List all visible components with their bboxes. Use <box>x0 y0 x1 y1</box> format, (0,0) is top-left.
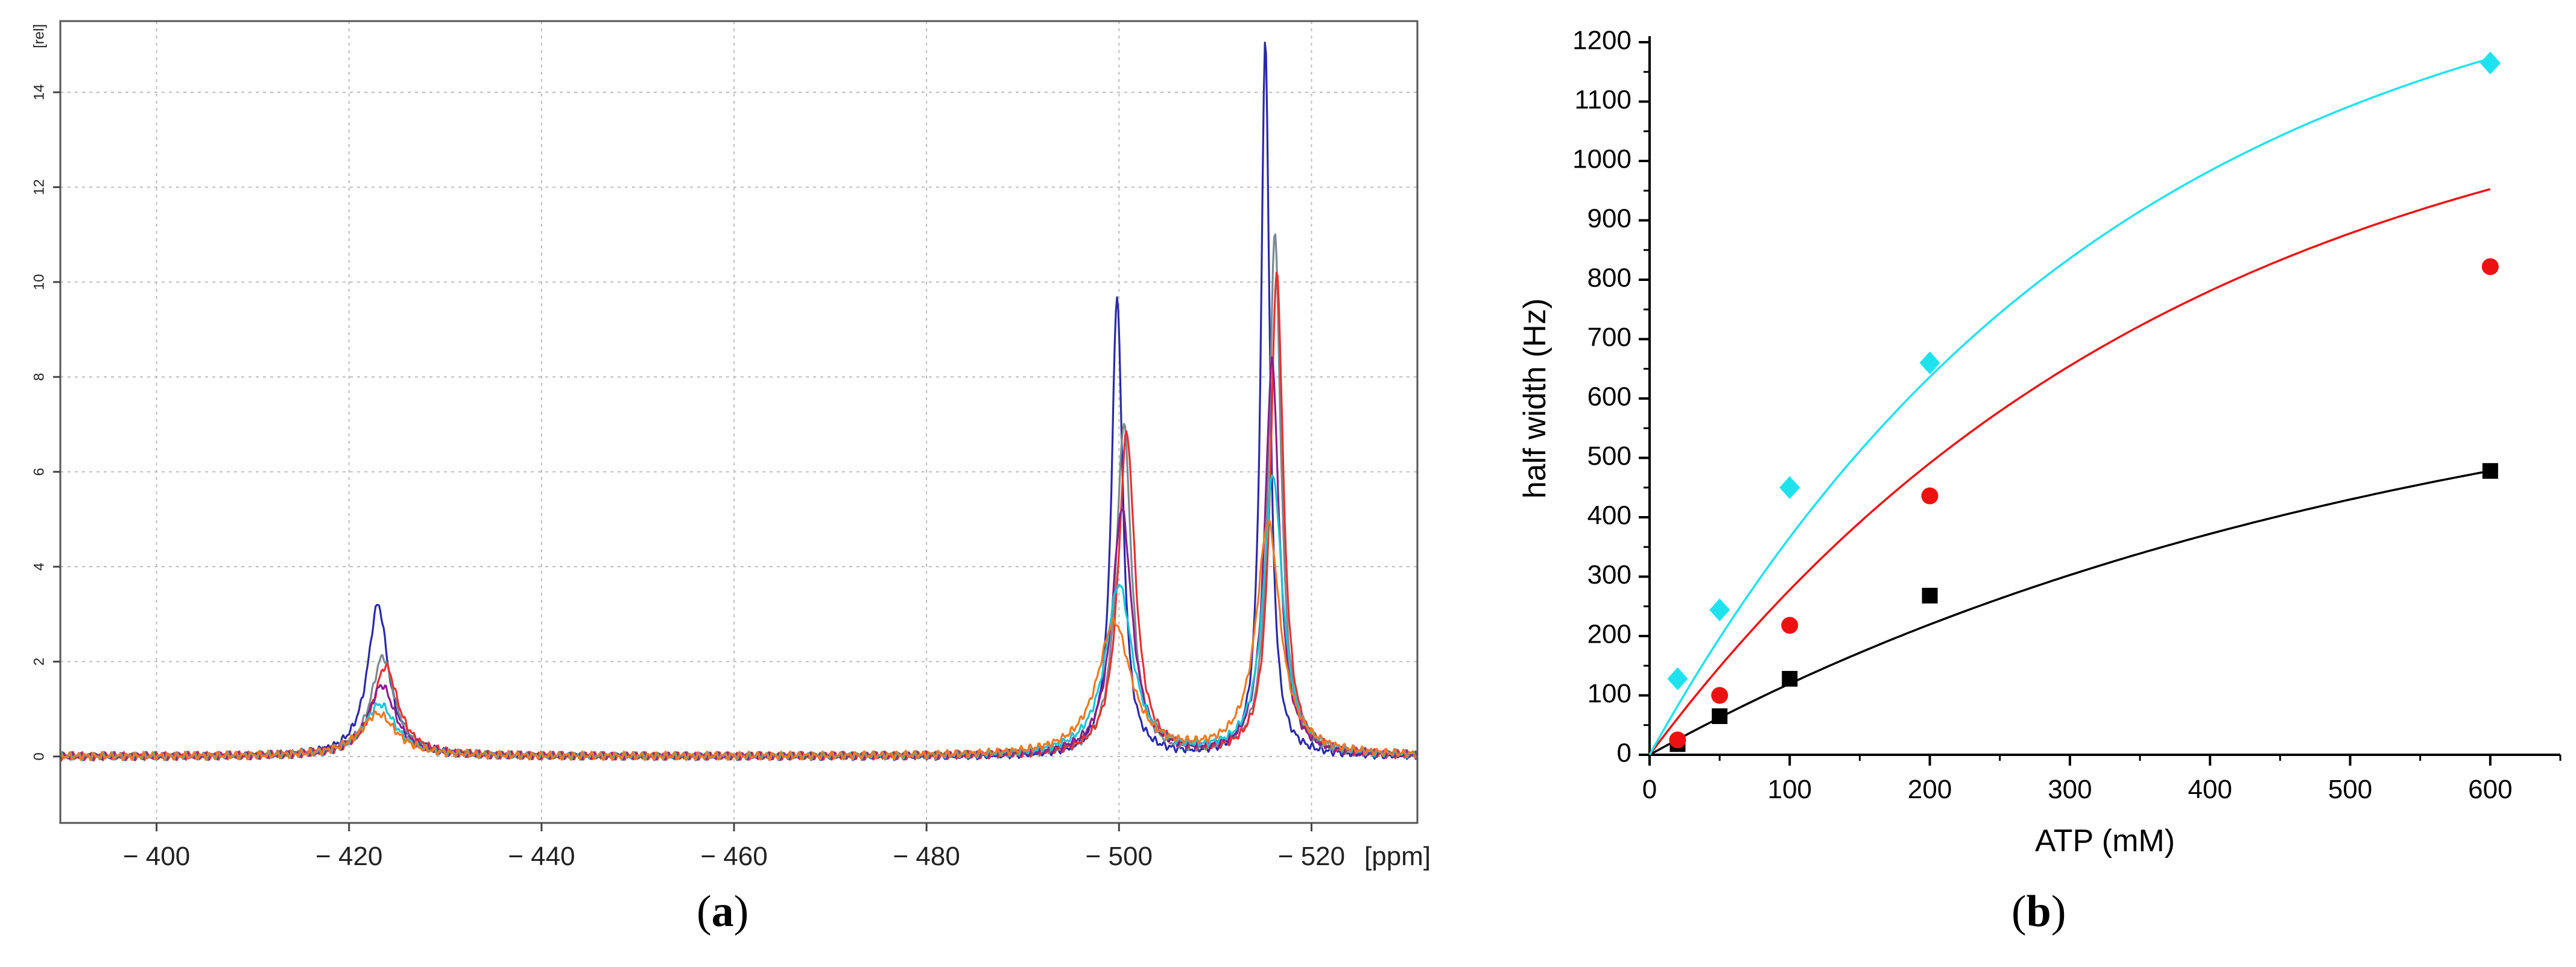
y-tick-label-b-10: 1000 <box>1572 145 1631 174</box>
cyan-diamonds-point-2 <box>1779 476 1800 499</box>
cyan-diamonds-point-1 <box>1709 598 1730 622</box>
cyan-diamonds-point-4 <box>2479 51 2501 75</box>
plot-frame-a <box>59 20 1419 824</box>
x-tick-label-a-2: − 440 <box>508 842 575 871</box>
red-circles-point-4 <box>2481 258 2499 276</box>
nmr-spectrum-chart: − 400 − 420 − 440 − 460 − 480 − 500 − 520 0 2 4 6 8… <box>31 20 1431 871</box>
x-tick-label-a-6: − 520 <box>1278 842 1345 871</box>
y-tick-label-a-3: 6 <box>31 468 47 476</box>
black-squares-point-3 <box>1922 588 1938 604</box>
x-tick-label-b-6: 600 <box>2468 775 2512 804</box>
black-squares-point-2 <box>1782 670 1798 687</box>
x-tick-label-b-4: 400 <box>2188 775 2232 804</box>
black-squares-point-1 <box>1712 708 1728 724</box>
red-circles-point-2 <box>1781 617 1799 634</box>
y-tick-label-b-11: 1100 <box>1574 85 1631 115</box>
red-circles-point-3 <box>1921 487 1938 505</box>
cyan-diamonds-point-0 <box>1667 667 1688 690</box>
y-tick-label-a-6: 12 <box>31 179 47 195</box>
y-tick-label-b-1: 100 <box>1587 679 1631 708</box>
y-tick-label-b-3: 300 <box>1587 560 1631 590</box>
x-tick-label-a-3: − 460 <box>700 842 767 871</box>
half-width-chart: 0100200300400500600700800900100011001200… <box>1517 26 2562 858</box>
y-tick-label-b-5: 500 <box>1587 441 1631 471</box>
y-tick-label-a-4: 8 <box>31 373 47 381</box>
caption-a-letter: a <box>711 887 734 936</box>
y-tick-label-b-2: 200 <box>1587 620 1631 649</box>
caption-a: (a) <box>697 887 749 936</box>
caption-b: (b) <box>2011 887 2066 936</box>
x-axis-label-a: [ppm] <box>1364 842 1431 871</box>
y-tick-label-a-2: 4 <box>31 562 47 570</box>
x-tick-label-b-5: 500 <box>2328 775 2372 804</box>
y-tick-label-b-9: 900 <box>1587 204 1631 233</box>
x-tick-label-b-0: 0 <box>1642 775 1657 804</box>
cyan-diamonds-fit-curve <box>1648 57 2491 755</box>
y-tick-label-b-7: 700 <box>1587 323 1631 352</box>
red-circles-fit-curve <box>1648 188 2491 756</box>
x-tick-label-b-1: 100 <box>1768 775 1812 804</box>
y-tick-label-a-5: 10 <box>31 274 47 290</box>
plot-area-a <box>60 21 1417 823</box>
x-axis-label-b: ATP (mM) <box>2035 824 2175 858</box>
red-circles-point-1 <box>1711 687 1729 704</box>
y-tick-label-b-6: 600 <box>1587 382 1631 412</box>
y-tick-label-a-7: 14 <box>31 84 47 101</box>
caption-b-letter: b <box>2026 887 2051 936</box>
spectrum-orange <box>60 519 1417 761</box>
x-tick-label-a-4: − 480 <box>893 842 960 871</box>
black-squares-point-4 <box>2482 463 2498 479</box>
y-tick-label-b-4: 400 <box>1587 501 1631 531</box>
red-circles-point-0 <box>1669 731 1686 749</box>
x-tick-label-a-0: − 400 <box>123 842 190 871</box>
y-tick-label-a-1: 2 <box>31 658 47 666</box>
x-tick-label-b-3: 300 <box>2048 775 2092 804</box>
y-tick-label-b-0: 0 <box>1617 739 1631 768</box>
y-axis-label-a: [rel] <box>31 24 47 48</box>
y-tick-label-b-12: 1200 <box>1572 26 1631 55</box>
y-tick-label-b-8: 800 <box>1587 263 1631 293</box>
x-tick-label-a-1: − 420 <box>315 842 382 871</box>
x-tick-label-b-2: 200 <box>1908 775 1952 804</box>
y-tick-label-a-0: 0 <box>31 752 47 760</box>
y-axis-label-b: half width (Hz) <box>1517 298 1552 499</box>
x-tick-label-a-5: − 500 <box>1086 842 1153 871</box>
cyan-diamonds-point-3 <box>1919 351 1940 374</box>
black-squares-fit-curve <box>1649 470 2491 756</box>
